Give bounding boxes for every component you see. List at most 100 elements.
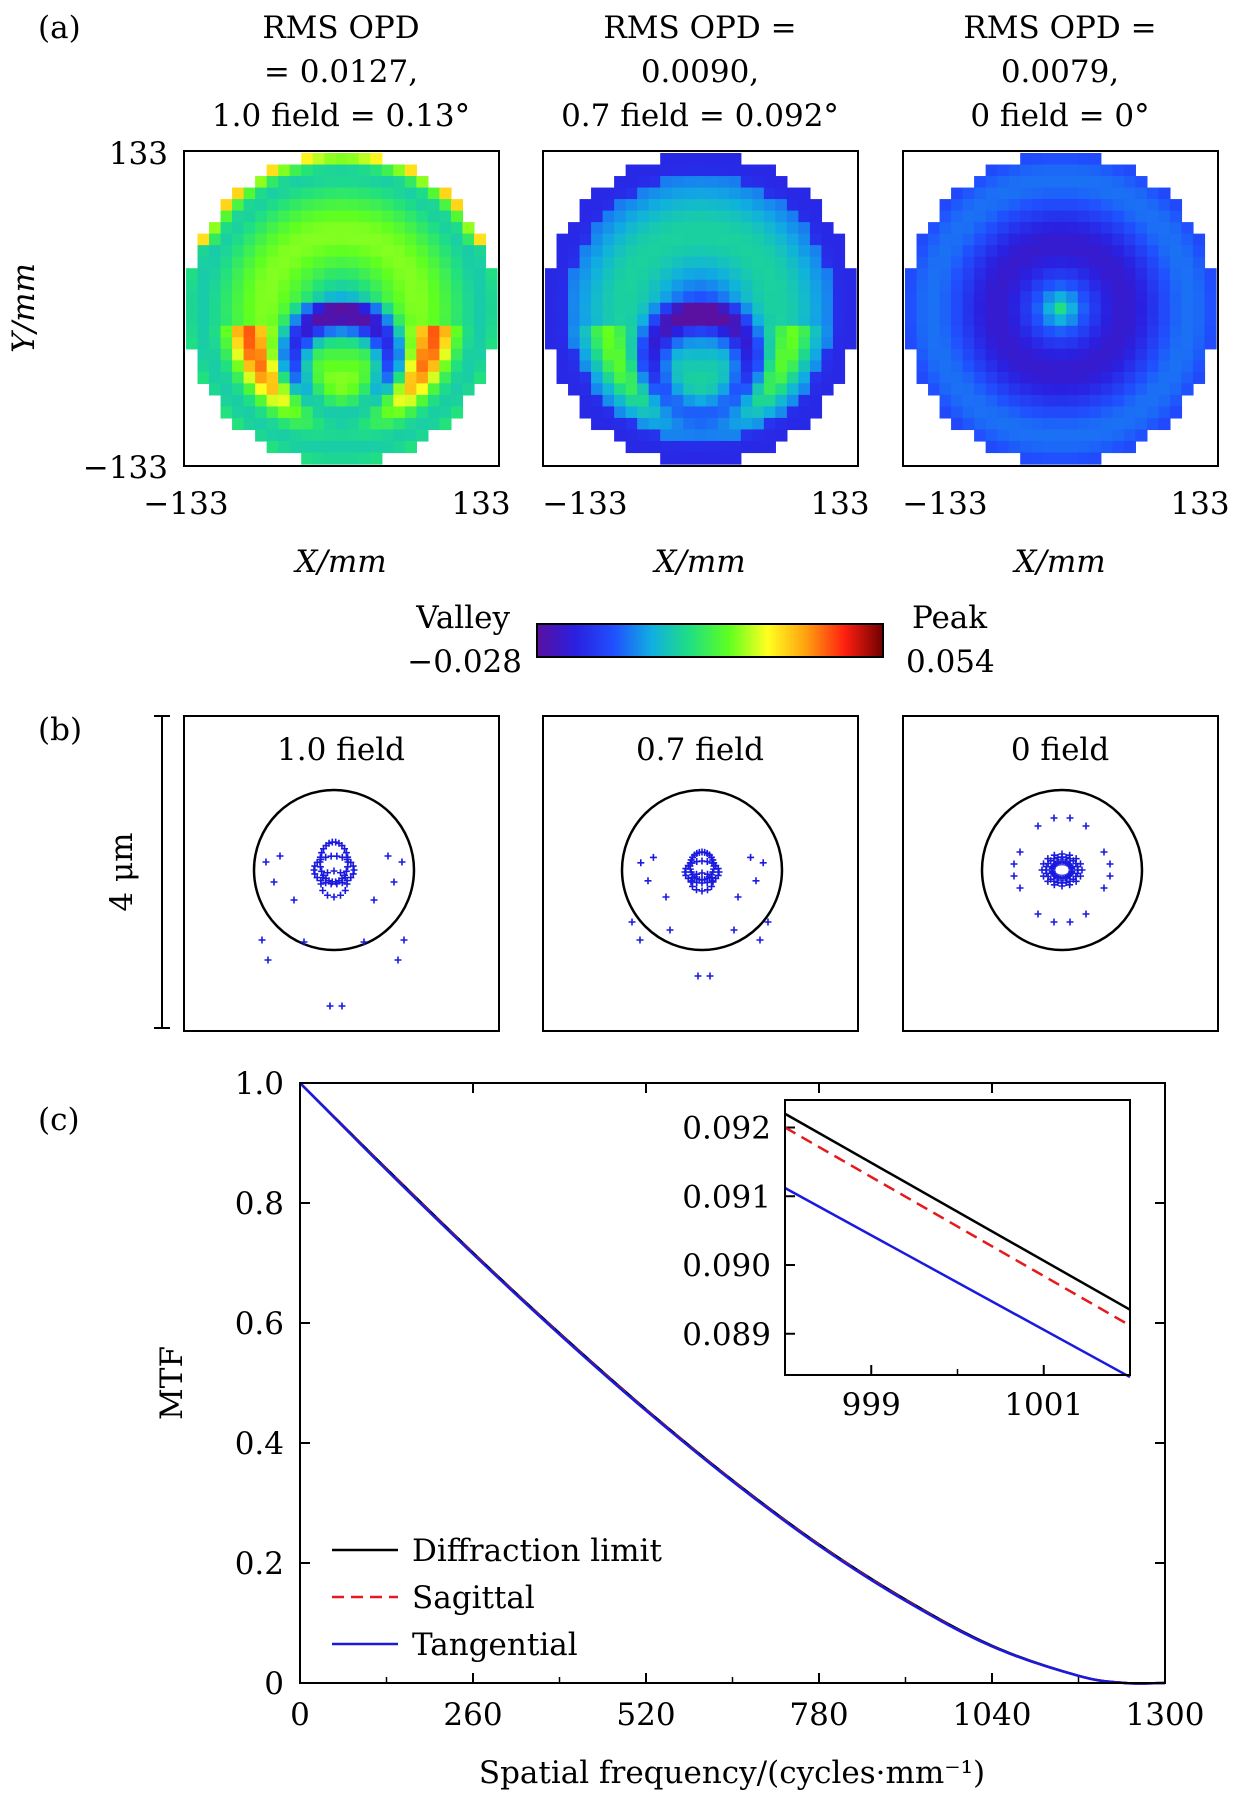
opd-cell <box>1089 153 1102 166</box>
opd-cell <box>844 268 857 281</box>
opd-cell <box>1112 383 1125 396</box>
opd-cell <box>381 394 394 408</box>
opd-cell <box>832 268 846 281</box>
opd-cell <box>786 417 800 431</box>
opd-cell <box>393 233 406 246</box>
opd-cell <box>683 325 696 338</box>
opd-cell <box>462 383 475 396</box>
opd-cell <box>1112 164 1125 177</box>
opd-cell <box>404 429 417 442</box>
opd-cell <box>568 268 581 281</box>
opd-cell <box>266 325 279 338</box>
opd-cell <box>671 187 684 200</box>
opd-cell <box>301 199 314 212</box>
opd-cell <box>775 429 788 442</box>
opd-cell <box>1077 440 1090 454</box>
opd-cell <box>278 417 291 431</box>
opd-cell <box>416 256 429 269</box>
opd-map-3-cells <box>905 153 1217 465</box>
opd-cell <box>1112 371 1125 384</box>
opd-cell <box>255 325 268 338</box>
opd-cell <box>1043 429 1056 442</box>
opd-cell <box>1169 245 1183 258</box>
opd-cell <box>1020 222 1033 235</box>
opd-cell <box>1135 233 1148 246</box>
opd-cell <box>740 302 753 315</box>
opd-cell <box>614 348 627 361</box>
spot-ray-marker <box>349 862 357 870</box>
opd-cell <box>591 233 604 246</box>
opd-cell <box>381 383 394 396</box>
opd-cell <box>209 302 222 315</box>
opd-cell <box>717 153 730 166</box>
opd-cell <box>985 406 998 419</box>
spot-ray-marker <box>708 874 716 881</box>
opd-cell <box>1158 291 1171 304</box>
opd-cell <box>1158 314 1171 327</box>
opd-cell <box>312 268 325 281</box>
opd-cell <box>347 383 360 396</box>
opd-cell <box>706 199 719 212</box>
opd-cell <box>763 394 776 408</box>
spot-ray-marker <box>687 878 695 886</box>
opd-cell <box>209 337 222 350</box>
opd-cell <box>985 164 998 177</box>
opd-cell <box>1135 302 1148 315</box>
opd-cell <box>1135 348 1148 361</box>
opd-cell <box>637 440 650 454</box>
opd-cell <box>614 222 627 235</box>
opd-cell <box>278 406 291 419</box>
opd-cell <box>1158 337 1171 350</box>
opd-cell <box>1031 256 1044 269</box>
opd-cell <box>1031 268 1044 281</box>
opd-cell <box>1112 337 1125 350</box>
opd-cell <box>1031 325 1044 338</box>
opd-cell <box>358 417 371 431</box>
opd-cell <box>740 314 753 327</box>
opd-cell <box>1066 314 1079 327</box>
opd-cell <box>324 187 337 200</box>
opd-cell <box>209 371 222 384</box>
opd-cell <box>1054 256 1067 269</box>
opd-cell <box>717 325 730 338</box>
opd-cell <box>370 348 383 361</box>
opd-cell <box>1158 302 1171 315</box>
opd-cell <box>1192 325 1206 338</box>
opd-cell <box>740 233 753 246</box>
opd-cell <box>717 452 730 465</box>
opd-cell <box>1135 383 1148 396</box>
opd-cell <box>243 256 256 269</box>
opd-cell <box>1169 279 1183 292</box>
opd-cell <box>243 383 256 396</box>
opd-cell <box>232 417 245 431</box>
opd-cell <box>660 371 673 384</box>
opd-cell <box>1181 233 1194 246</box>
opd-cell <box>381 268 394 281</box>
opd-cell <box>1135 291 1148 304</box>
opd-cell <box>289 279 302 292</box>
opd-cell <box>1158 394 1171 408</box>
opd-cell <box>255 245 268 258</box>
opd-cell <box>278 383 291 396</box>
opd-cell <box>962 210 975 223</box>
opd-cell <box>1123 406 1136 419</box>
opd-cell <box>752 348 765 361</box>
opd-cell <box>243 337 256 350</box>
opd-cell <box>683 383 696 396</box>
opd-cell <box>301 383 314 396</box>
opd-cell <box>1020 268 1033 281</box>
opd-cell <box>763 440 776 454</box>
opd-cell <box>1192 371 1206 384</box>
opd-cell <box>752 222 765 235</box>
opd-cell <box>358 291 371 304</box>
opd-cell <box>370 176 383 189</box>
opd-cell <box>1100 199 1113 212</box>
opd-cell <box>209 268 222 281</box>
opd-cell <box>798 279 811 292</box>
opd-cell <box>232 210 245 223</box>
opd-cell <box>556 245 569 258</box>
opd-cell <box>579 325 592 338</box>
opd-cell <box>450 337 464 350</box>
opd-cell <box>427 222 441 235</box>
